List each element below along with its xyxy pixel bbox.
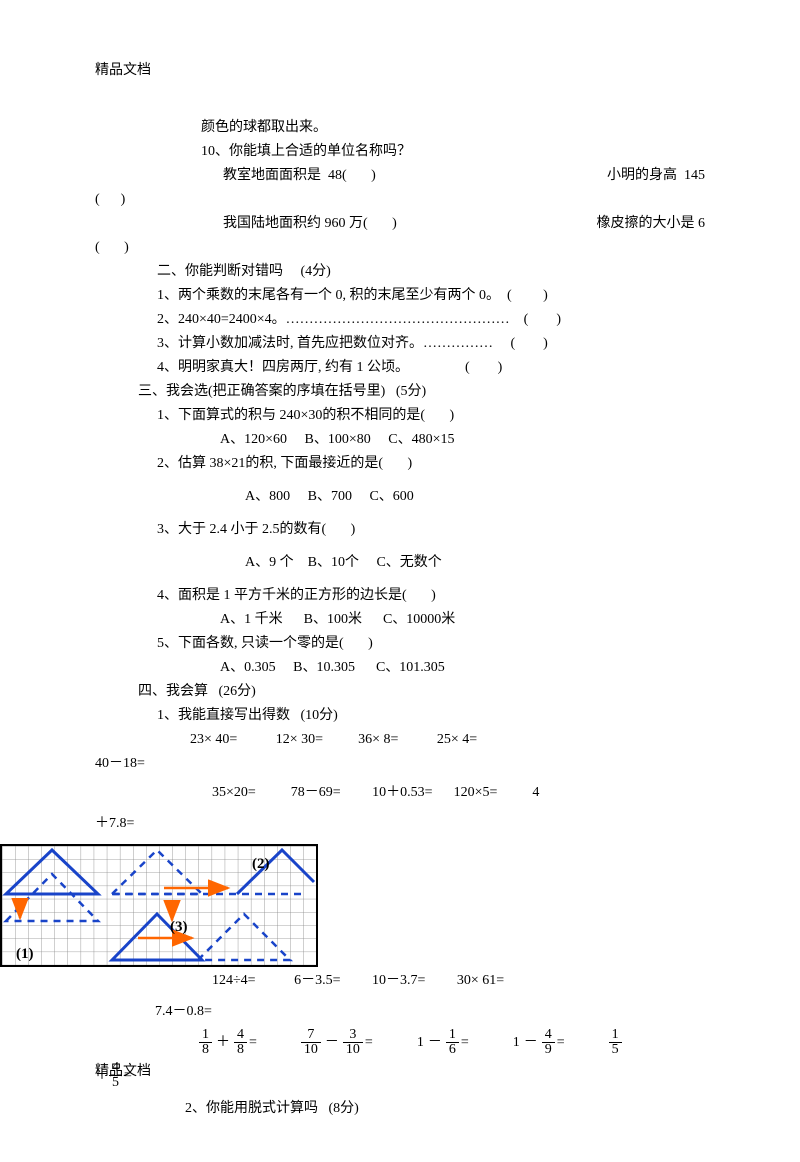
calc-row-4: 7.4－0.8=	[95, 1001, 705, 1022]
translation-diagram: (1) (2) (3)	[0, 844, 318, 967]
choice-5: 5、下面各数, 只读一个零的是( )	[95, 633, 705, 654]
frac-expr-3: 1 － 16 =	[417, 1028, 469, 1057]
diagram-label-1: (1)	[16, 946, 34, 962]
document-body: 颜色的球都取出来。 10、你能填上合适的单位名称吗？ 教室地面面积是 48( )…	[95, 117, 705, 1119]
q10-row2: 我国陆地面积约 960 万( ) 橡皮擦的大小是 6	[95, 213, 705, 234]
diagram-svg: (1) (2) (3)	[2, 846, 316, 965]
choice-3-opts: A、9 个 B、10个 C、无数个	[95, 552, 705, 573]
calc-row-1b: 40－18=	[95, 753, 705, 774]
q10-r2-right: 橡皮擦的大小是 6	[597, 213, 706, 234]
blank-paren: ( )	[95, 237, 705, 258]
frac-expr-4: 1 － 49 =	[513, 1028, 565, 1057]
q10-r1-left: 教室地面面积是 48( )	[95, 165, 376, 186]
page-footer: 精品文档	[95, 1061, 151, 1082]
judge-3: 3、计算小数加减法时, 首先应把数位对齐。…………… ( )	[95, 333, 705, 354]
choice-1-opts: A、120×60 B、100×80 C、480×15	[95, 429, 705, 450]
judge-1: 1、两个乘数的末尾各有一个 0, 积的末尾至少有两个 0。 ( )	[95, 285, 705, 306]
section-4-title: 四、我会算 (26分)	[95, 681, 705, 702]
text-line: 颜色的球都取出来。	[95, 117, 705, 138]
choice-2-opts: A、800 B、700 C、600	[95, 486, 705, 507]
calc-2-title: 2、你能用脱式计算吗 (8分)	[95, 1098, 705, 1119]
choice-3: 3、大于 2.4 小于 2.5的数有( )	[95, 519, 705, 540]
diagram-label-3: (3)	[170, 919, 188, 935]
section-2-title: 二、你能判断对错吗 (4分)	[95, 261, 705, 282]
calc-row-2: 35×20= 78－69= 10＋0.53= 120×5= 4	[95, 782, 705, 803]
frac-expr-2: 710 － 310 =	[301, 1028, 373, 1057]
page-header: 精品文档	[95, 60, 705, 81]
q10-row1: 教室地面面积是 48( ) 小明的身高 145	[95, 165, 705, 186]
section-3-title: 三、我会选(把正确答案的序填在括号里) (5分)	[95, 381, 705, 402]
q10-prompt: 10、你能填上合适的单位名称吗？	[95, 141, 705, 162]
choice-2: 2、估算 38×21的积, 下面最接近的是( )	[95, 453, 705, 474]
choice-5-opts: A、0.305 B、10.305 C、101.305	[95, 657, 705, 678]
frac-expr-1: 18 ＋ 48 =	[199, 1028, 257, 1057]
frac-expr-5: 15	[609, 1028, 622, 1057]
fraction-row-1: 18 ＋ 48 = 710 － 310 = 1 － 16 = 1 － 49	[95, 1028, 705, 1057]
blank-paren: ( )	[95, 189, 705, 210]
calc-row-2b: ＋7.8=	[95, 813, 705, 834]
q10-r2-left: 我国陆地面积约 960 万( )	[95, 213, 397, 234]
diagram-label-2: (2)	[252, 856, 270, 872]
fraction-row-2: ＋ 45 =	[95, 1061, 705, 1090]
calc-row-3: 124÷4= 6－3.5= 10－3.7= 30× 61=	[95, 970, 705, 991]
judge-2: 2、240×40=2400×4。………………………………………… ( )	[95, 309, 705, 330]
q10-r1-right: 小明的身高 145	[607, 165, 705, 186]
choice-4-opts: A、1 千米 B、100米 C、10000米	[95, 609, 705, 630]
choice-4: 4、面积是 1 平方千米的正方形的边长是( )	[95, 585, 705, 606]
calc-row-1: 23× 40= 12× 30= 36× 8= 25× 4=	[95, 729, 705, 750]
choice-1: 1、下面算式的积与 240×30的积不相同的是( )	[95, 405, 705, 426]
calc-1-title: 1、我能直接写出得数 (10分)	[95, 705, 705, 726]
judge-4: 4、明明家真大！四房两厅, 约有 1 公顷。 ( )	[95, 357, 705, 378]
